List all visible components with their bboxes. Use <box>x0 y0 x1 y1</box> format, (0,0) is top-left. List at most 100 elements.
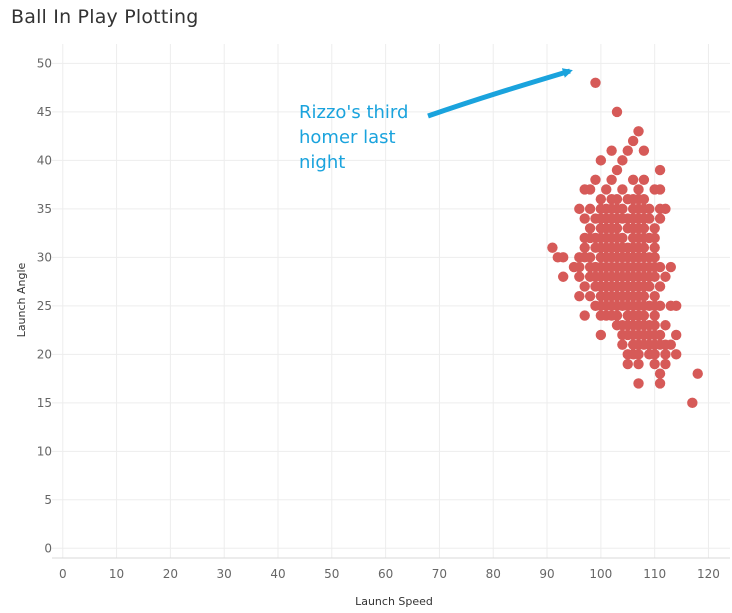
data-point[interactable] <box>649 223 660 234</box>
data-point[interactable] <box>654 329 666 341</box>
data-point[interactable] <box>633 378 644 389</box>
data-point[interactable] <box>660 271 671 282</box>
data-point[interactable] <box>633 358 644 370</box>
data-point[interactable] <box>654 378 666 389</box>
x-tick-label: 110 <box>643 567 666 581</box>
x-tick-label: 30 <box>217 567 232 581</box>
data-point[interactable] <box>617 232 628 244</box>
data-point[interactable] <box>617 184 628 195</box>
data-point[interactable] <box>644 203 655 215</box>
data-point[interactable] <box>590 77 601 88</box>
data-point[interactable] <box>622 145 633 156</box>
annotation-text: Rizzo's third homer last night <box>299 102 408 173</box>
data-point[interactable] <box>654 281 666 292</box>
y-tick-label: 35 <box>37 202 52 216</box>
data-point[interactable] <box>590 174 601 185</box>
y-tick-labels: 0 5 10 15 20 25 30 35 40 45 50 <box>37 56 52 555</box>
data-point[interactable] <box>606 145 617 156</box>
data-point[interactable] <box>557 271 569 282</box>
data-point[interactable] <box>606 174 617 185</box>
data-point[interactable] <box>611 193 623 205</box>
data-point[interactable] <box>665 339 677 350</box>
y-axis-title: Launch Angle <box>15 262 28 337</box>
data-point[interactable] <box>670 300 682 312</box>
data-point[interactable] <box>649 290 660 302</box>
data-point[interactable] <box>660 358 671 370</box>
data-point[interactable] <box>638 290 650 302</box>
data-point[interactable] <box>687 397 698 409</box>
data-point[interactable] <box>649 252 660 263</box>
data-point[interactable] <box>617 339 628 350</box>
data-point[interactable] <box>627 174 639 185</box>
data-point[interactable] <box>611 106 623 118</box>
data-point[interactable] <box>574 290 585 302</box>
data-point[interactable] <box>649 320 660 331</box>
data-point[interactable] <box>654 164 666 176</box>
data-point[interactable] <box>584 184 596 195</box>
data-point[interactable] <box>584 252 596 263</box>
data-point[interactable] <box>660 320 671 331</box>
data-point[interactable] <box>660 203 671 215</box>
data-point[interactable] <box>595 193 607 205</box>
data-point[interactable] <box>627 135 639 147</box>
data-point[interactable] <box>638 310 650 321</box>
data-point[interactable] <box>584 203 596 215</box>
data-point[interactable] <box>654 184 666 195</box>
data-point[interactable] <box>649 349 660 360</box>
data-point[interactable] <box>574 203 585 215</box>
data-point[interactable] <box>649 358 660 370</box>
data-point[interactable] <box>617 203 628 215</box>
data-point[interactable] <box>595 329 607 341</box>
data-point[interactable] <box>649 271 660 282</box>
data-point[interactable] <box>595 155 607 166</box>
data-point[interactable] <box>638 223 650 234</box>
data-point[interactable] <box>649 310 660 321</box>
annotation-line: night <box>299 152 345 173</box>
data-point[interactable] <box>644 213 655 224</box>
data-point[interactable] <box>574 261 585 273</box>
data-point[interactable] <box>633 184 644 195</box>
data-point[interactable] <box>644 281 655 292</box>
x-tick-label: 70 <box>432 567 447 581</box>
data-point[interactable] <box>654 368 666 379</box>
data-point[interactable] <box>579 281 590 292</box>
data-point[interactable] <box>633 349 644 360</box>
data-point[interactable] <box>638 174 650 185</box>
data-point[interactable] <box>547 242 558 253</box>
data-point[interactable] <box>649 232 660 244</box>
data-point[interactable] <box>611 310 623 321</box>
data-point[interactable] <box>665 261 677 273</box>
data-point[interactable] <box>638 242 650 253</box>
data-point[interactable] <box>633 126 644 137</box>
y-tick-label: 20 <box>37 347 52 361</box>
annotation-line: Rizzo's third <box>299 102 408 123</box>
data-point[interactable] <box>574 271 585 282</box>
data-point[interactable] <box>584 290 596 302</box>
data-point[interactable] <box>692 368 703 379</box>
data-point[interactable] <box>622 358 633 370</box>
data-point[interactable] <box>638 145 650 156</box>
data-point[interactable] <box>660 349 671 360</box>
data-point[interactable] <box>654 213 666 224</box>
y-tick-label: 45 <box>37 105 52 119</box>
y-tick-label: 10 <box>37 444 52 458</box>
data-point[interactable] <box>670 349 682 360</box>
data-point[interactable] <box>584 223 596 234</box>
data-point[interactable] <box>654 261 666 273</box>
data-point[interactable] <box>649 242 660 253</box>
data-point[interactable] <box>579 242 590 253</box>
data-point[interactable] <box>579 310 590 321</box>
data-point[interactable] <box>579 213 590 224</box>
x-tick-label: 0 <box>59 567 67 581</box>
data-point[interactable] <box>557 252 569 263</box>
data-point[interactable] <box>611 223 623 234</box>
data-point[interactable] <box>611 164 623 176</box>
x-tick-label: 50 <box>324 567 339 581</box>
data-point[interactable] <box>670 329 682 341</box>
data-point[interactable] <box>654 300 666 312</box>
x-axis-title: Launch Speed <box>355 595 433 608</box>
data-point[interactable] <box>638 193 650 205</box>
data-point[interactable] <box>617 155 628 166</box>
data-point[interactable] <box>601 184 612 195</box>
